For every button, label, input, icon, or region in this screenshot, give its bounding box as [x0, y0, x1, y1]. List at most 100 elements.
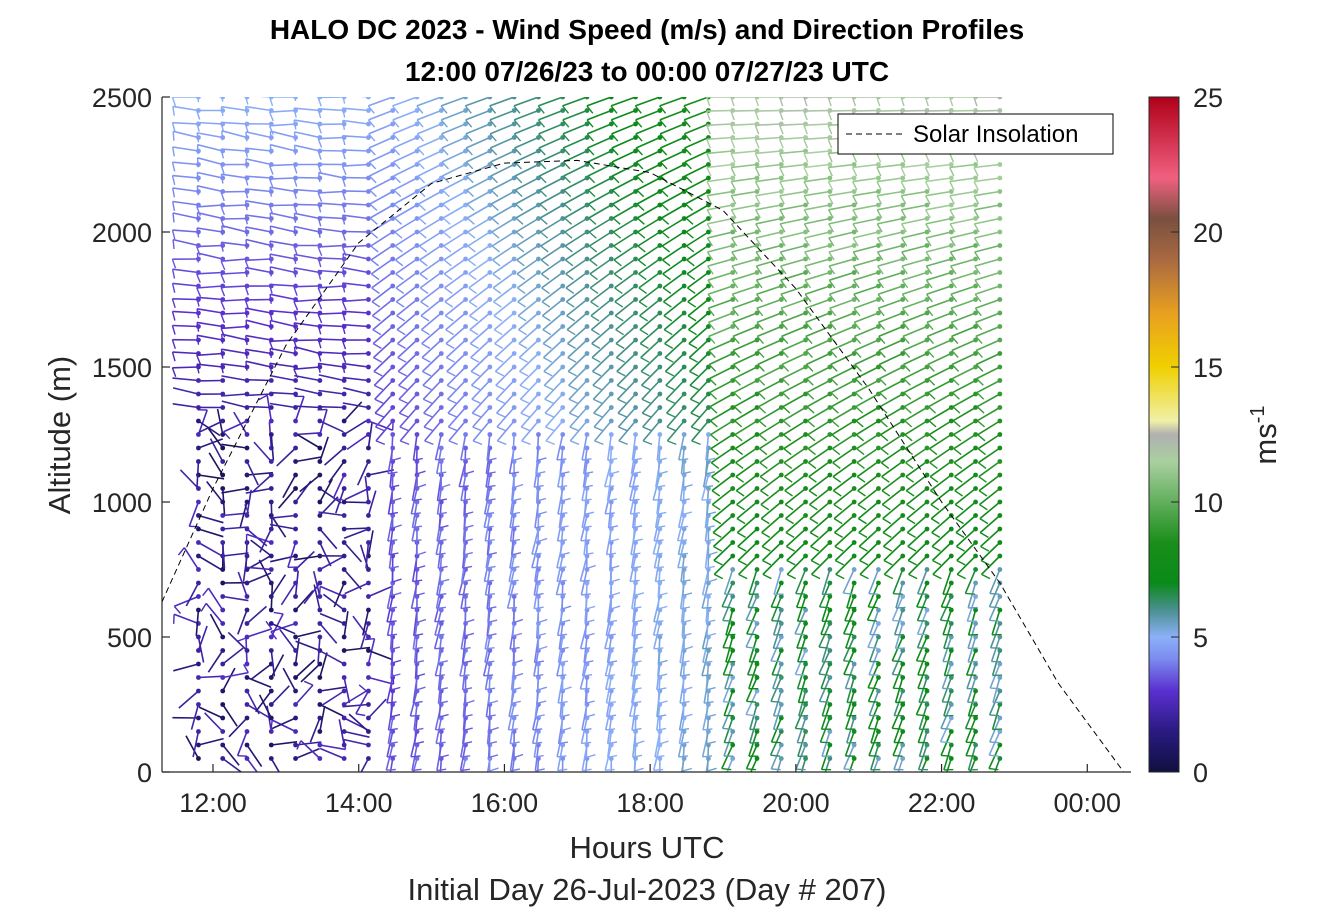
wind-barb [518, 337, 541, 363]
colorbar-ticks: 0 5 10 15 20 25 [1171, 83, 1223, 788]
wind-barb [872, 756, 881, 772]
wind-barb [293, 590, 314, 613]
wind-barb [244, 742, 263, 767]
wind-barb [901, 283, 930, 303]
wind-barb [373, 364, 396, 391]
wind-barb [967, 607, 979, 636]
wind-barb [489, 135, 517, 156]
wind-barb [730, 162, 760, 177]
wind-barb [434, 432, 445, 461]
wind-barb [711, 486, 736, 511]
wind-barb [541, 297, 566, 322]
wind-barb [925, 270, 954, 289]
wind-barb [772, 621, 784, 649]
wind-barb [747, 580, 760, 609]
wind-barb [820, 661, 833, 690]
wind-barb [993, 756, 1003, 772]
wind-barb [443, 229, 468, 253]
wind-barb [390, 432, 401, 462]
wind-barb [754, 162, 784, 177]
wind-barb [662, 270, 687, 294]
wind-barb [782, 391, 808, 414]
wind-barb [973, 202, 1003, 219]
wind-barb [517, 283, 541, 308]
wind-barb [688, 324, 711, 350]
wind-barb [916, 607, 930, 636]
wind-barb [756, 297, 784, 317]
y-tick-label: 0 [137, 758, 152, 788]
wind-barb [590, 310, 614, 336]
wind-barb [469, 310, 493, 336]
wind-barb [803, 229, 833, 247]
wind-barb [916, 580, 930, 609]
wind-barb [280, 580, 298, 606]
wind-barb [845, 621, 857, 649]
wind-barb [780, 256, 808, 275]
wind-barb [442, 202, 468, 225]
wind-barb [900, 162, 930, 177]
wind-barb [708, 337, 736, 358]
wind-barb [730, 175, 760, 191]
wind-barb [952, 405, 978, 428]
wind-barb [762, 553, 784, 580]
wind-barb [220, 540, 226, 569]
wind-barb [362, 607, 371, 636]
wind-barb [374, 391, 396, 418]
wind-barb [588, 189, 614, 212]
wind-barb [541, 283, 566, 308]
wind-barb [859, 540, 881, 566]
wind-barb [831, 418, 857, 442]
wind-barb [797, 634, 808, 663]
wind-barb [616, 364, 638, 391]
wind-barb [634, 97, 663, 114]
wind-barb [664, 351, 687, 377]
wind-barb [882, 513, 906, 539]
wind-barb [820, 607, 833, 636]
wind-barb [939, 594, 954, 622]
wind-barb [796, 661, 808, 690]
wind-barb [917, 715, 930, 744]
wind-barb [893, 742, 906, 771]
wind-barb [589, 243, 614, 267]
wind-barb [173, 661, 201, 672]
wind-barb [493, 297, 517, 322]
wind-barb [966, 594, 978, 622]
wind-barb [534, 553, 545, 583]
wind-barb [317, 556, 344, 572]
wind-barb [591, 324, 614, 350]
y-tick-label: 2500 [92, 83, 152, 113]
wind-barb [848, 756, 857, 772]
wind-barb [245, 378, 274, 383]
wind-barb [580, 513, 591, 542]
wind-barb [398, 378, 420, 404]
wind-barb [543, 364, 566, 391]
wind-barb [472, 405, 493, 432]
wind-barb [846, 675, 857, 704]
wind-barb [319, 747, 347, 761]
wind-barb [915, 634, 930, 663]
wind-barb [882, 526, 906, 552]
y-axis-ticks: 0 500 1000 1500 2000 2500 [92, 83, 170, 788]
wind-barb [677, 540, 688, 569]
wind-barb [220, 594, 249, 602]
wind-barb [758, 418, 784, 442]
wind-barb [877, 270, 906, 289]
wind-barb [761, 540, 784, 566]
wind-barb [770, 634, 784, 663]
wind-barb [465, 121, 493, 142]
wind-barb [586, 97, 614, 114]
wind-barb [517, 270, 541, 294]
wind-barb [678, 432, 689, 461]
wind-barb [736, 499, 760, 525]
wind-barb [509, 715, 520, 745]
wind-barb [341, 282, 371, 293]
wind-barb [317, 297, 347, 310]
wind-barb [867, 661, 881, 690]
wind-barb [657, 567, 668, 597]
wind-barb [929, 445, 954, 469]
wind-barb [976, 378, 1003, 400]
wind-barb [638, 283, 663, 308]
wind-barb [946, 756, 954, 772]
wind-barb [617, 405, 638, 432]
wind-barb [894, 675, 906, 704]
